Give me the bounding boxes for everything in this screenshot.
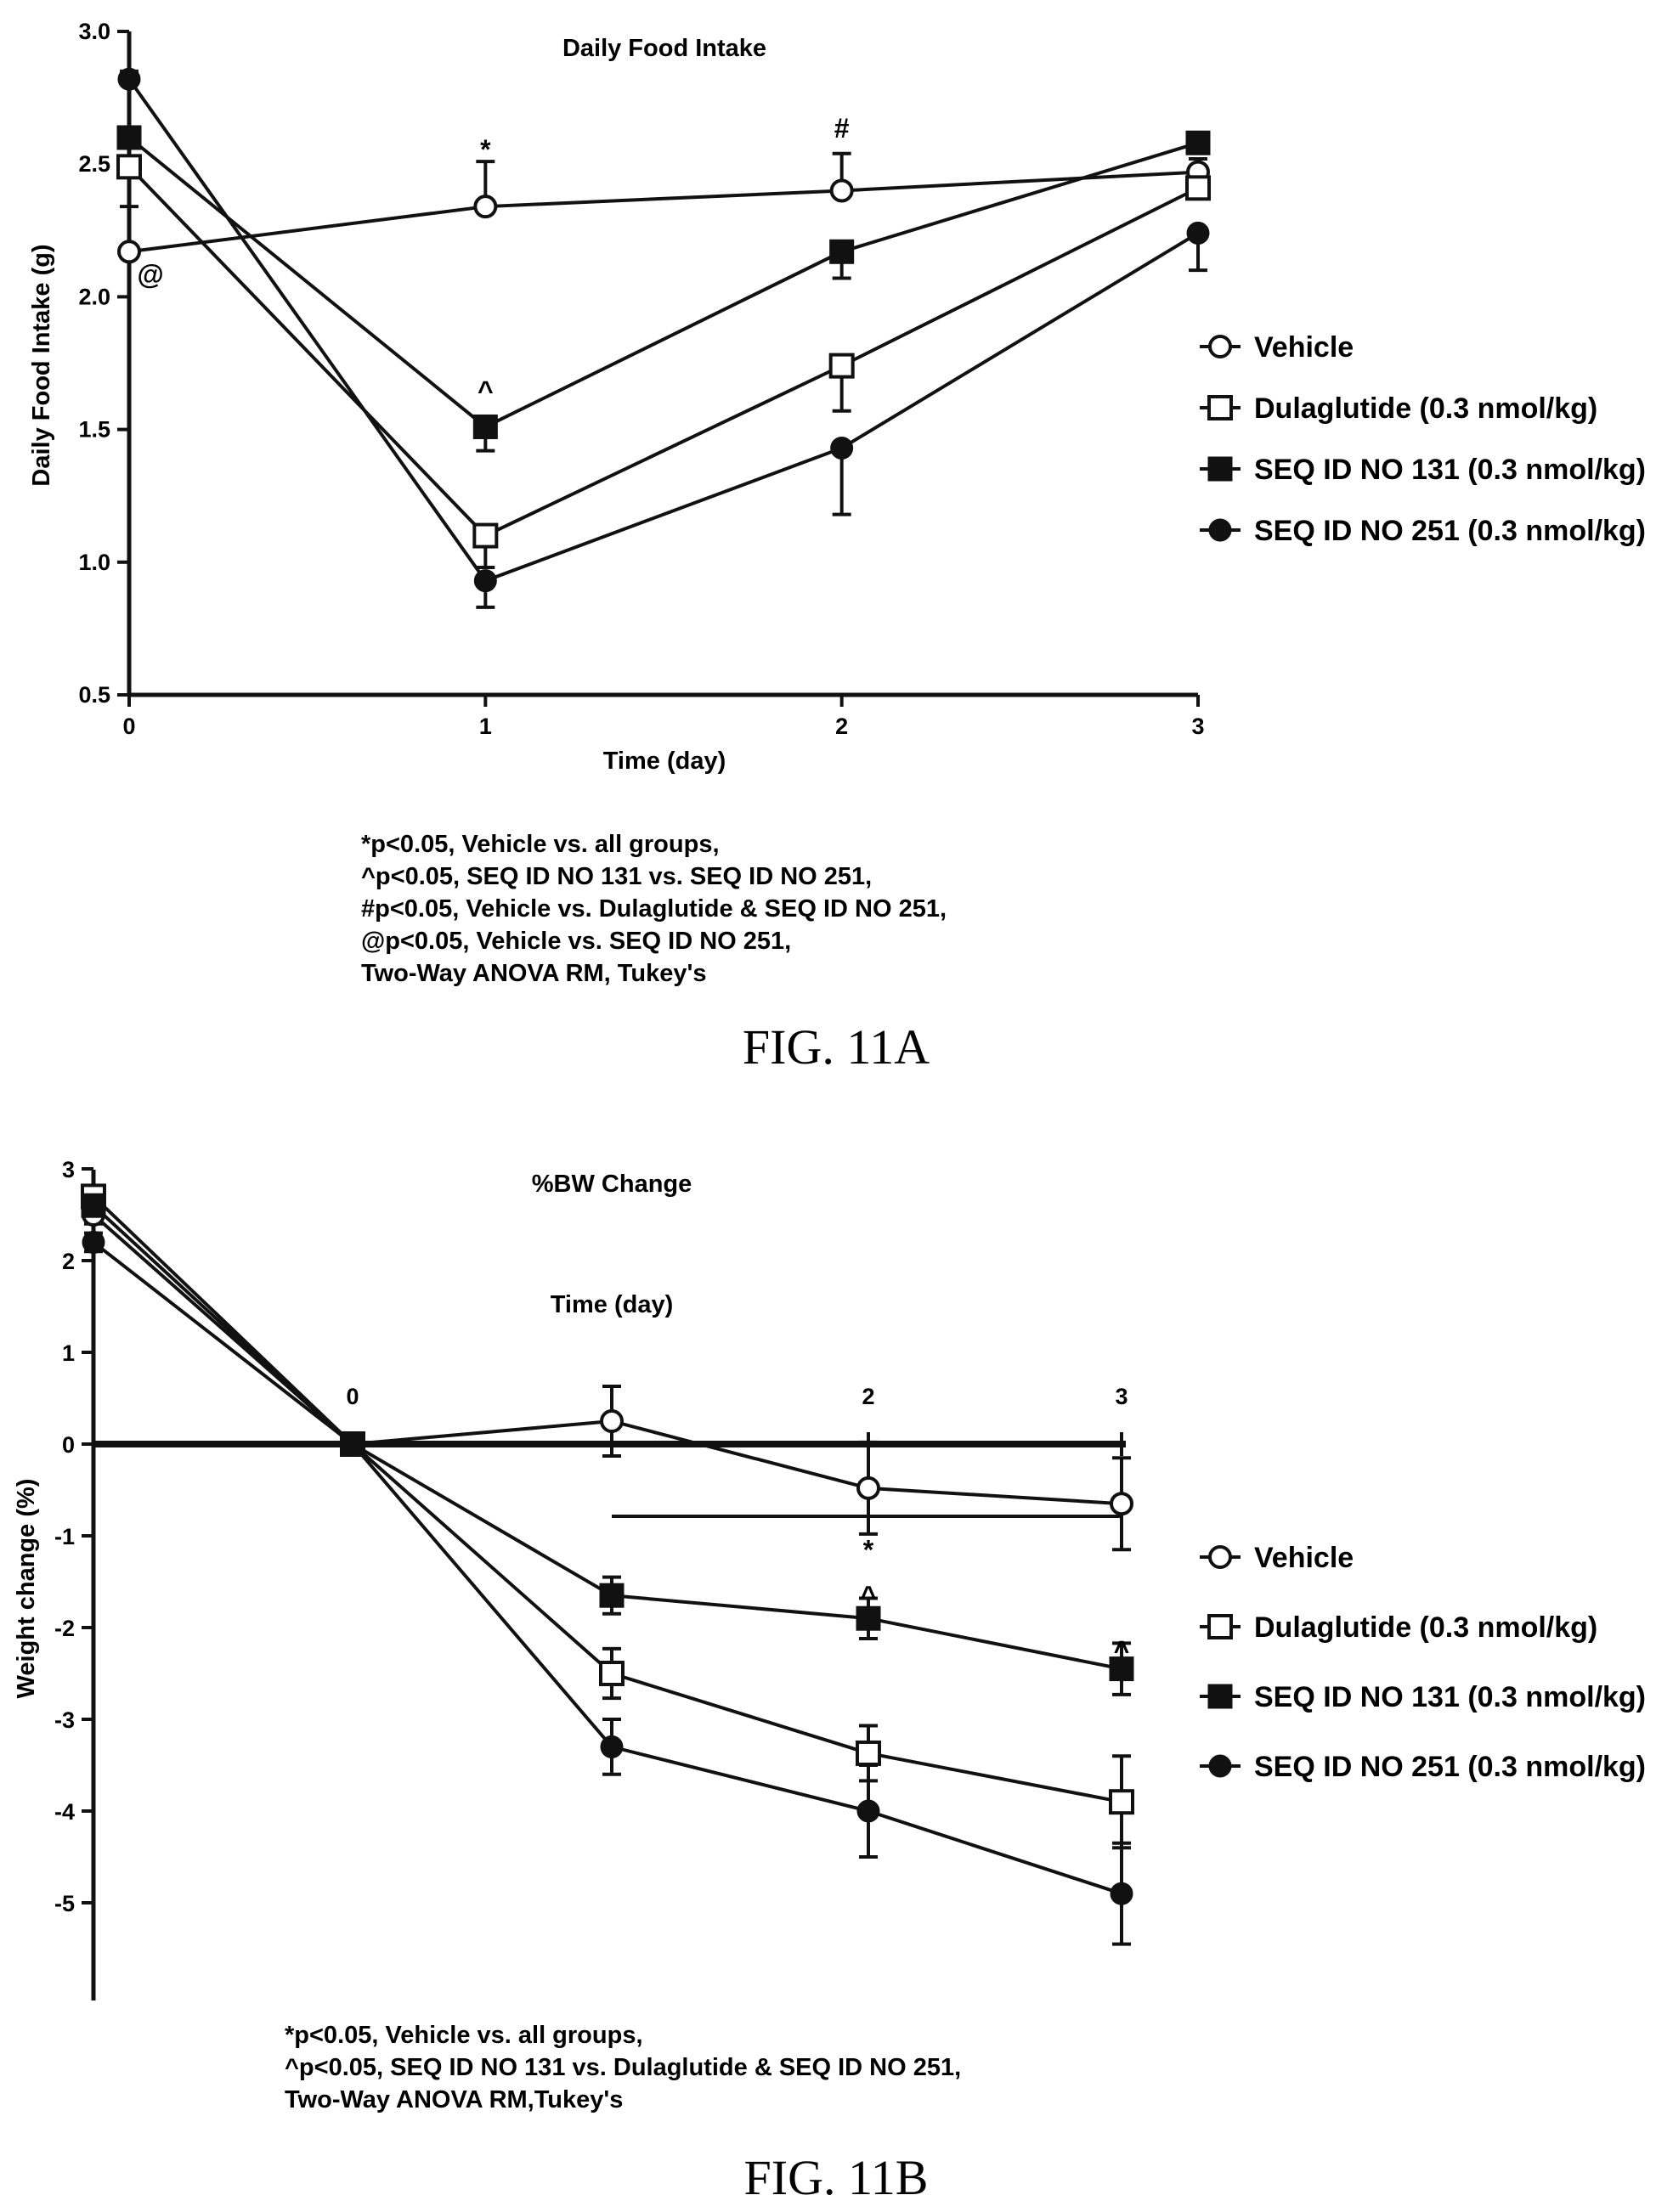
- a-data-point: [116, 154, 142, 180]
- a-series-line: [127, 78, 1200, 584]
- a-data-point: [473, 195, 498, 219]
- a-figure-caption: FIG. 11A: [743, 1019, 930, 1075]
- b-figure-caption: FIG. 11B: [744, 2150, 929, 2205]
- b-footnote: ^p<0.05, SEQ ID NO 131 vs. Dulaglutide &…: [285, 2054, 961, 2081]
- b-data-point: [600, 1409, 624, 1433]
- b-significance-mark: ^: [1114, 1635, 1130, 1666]
- b-y-tick-label: 3: [62, 1157, 75, 1182]
- b-data-point: [856, 1476, 880, 1500]
- b-data-point: [1109, 1656, 1134, 1682]
- a-legend-label: Dulaglutide (0.3 nmol/kg): [1254, 392, 1597, 425]
- a-y-tick-label: 0.5: [78, 682, 110, 708]
- b-series-line: [92, 1213, 1122, 1506]
- a-data-point: [829, 239, 855, 264]
- b-x-tick-label: 2: [862, 1384, 874, 1409]
- a-significance-mark: ^: [478, 375, 494, 406]
- a-y-tick-label: 2.0: [78, 284, 110, 309]
- b-y-tick-label: -2: [54, 1616, 75, 1641]
- a-chart-title: Daily Food Intake: [562, 35, 766, 62]
- b-legend-label: SEQ ID NO 131 (0.3 nmol/kg): [1254, 1681, 1646, 1713]
- b-legend-marker: [1207, 1614, 1233, 1639]
- a-data-point: [472, 522, 499, 549]
- a-significance-mark: *: [480, 134, 491, 165]
- b-data-point: [341, 1432, 365, 1456]
- b-legend-marker: [1208, 1754, 1232, 1778]
- b-series-line: [92, 1240, 1122, 1896]
- a-data-point: [116, 125, 142, 150]
- a-data-point: [829, 178, 854, 203]
- b-data-point: [856, 1799, 880, 1823]
- b-series-line: [92, 1194, 1122, 1804]
- a-x-tick-label: 0: [122, 714, 135, 739]
- a-footnote: ^p<0.05, SEQ ID NO 131 vs. SEQ ID NO 251…: [361, 863, 872, 890]
- b-data-point: [600, 1735, 624, 1758]
- a-data-point: [1185, 175, 1211, 201]
- b-data-point: [1109, 1789, 1134, 1815]
- a-legend-marker: [1207, 395, 1233, 420]
- b-legend-label: Vehicle: [1254, 1542, 1354, 1574]
- a-legend-label: SEQ ID NO 131 (0.3 nmol/kg): [1254, 454, 1646, 486]
- a-significance-mark: #: [834, 113, 850, 144]
- b-data-point: [599, 1661, 625, 1686]
- b-data-point: [599, 1583, 625, 1608]
- a-data-point: [1186, 221, 1210, 245]
- b-y-axis-label: Weight change (%): [13, 1479, 40, 1699]
- a-y-axis-label: Daily Food Intake (g): [28, 244, 55, 486]
- a-data-point: [828, 353, 855, 379]
- a-data-point: [473, 569, 497, 593]
- b-data-point: [856, 1740, 881, 1766]
- b-y-tick-label: -1: [54, 1524, 75, 1549]
- a-footnote: *p<0.05, Vehicle vs. all groups,: [361, 831, 720, 858]
- b-chart-title: %BW Change: [532, 1171, 692, 1198]
- b-legend-label: SEQ ID NO 251 (0.3 nmol/kg): [1254, 1751, 1646, 1783]
- a-data-point: [472, 414, 498, 439]
- a-footnote: @p<0.05, Vehicle vs. SEQ ID NO 251,: [361, 928, 791, 955]
- b-data-point: [1110, 1492, 1133, 1516]
- b-y-tick-label: -3: [54, 1707, 75, 1733]
- a-x-tick-label: 1: [479, 714, 492, 739]
- b-x-tick-label: 0: [346, 1384, 359, 1409]
- b-legend-marker: [1208, 1545, 1232, 1569]
- a-legend-marker: [1207, 456, 1233, 482]
- a-data-point: [117, 67, 141, 91]
- b-x-axis-label: Time (day): [551, 1291, 674, 1318]
- a-x-axis-label: Time (day): [603, 748, 726, 775]
- b-y-tick-label: 2: [62, 1249, 75, 1274]
- b-y-tick-label: 0: [62, 1432, 75, 1458]
- a-series-line: [128, 170, 1199, 254]
- b-legend-label: Dulaglutide (0.3 nmol/kg): [1254, 1611, 1597, 1644]
- a-y-tick-label: 1.5: [78, 417, 110, 443]
- b-significance-mark: *: [863, 1534, 874, 1565]
- a-x-tick-label: 3: [1191, 714, 1204, 739]
- b-y-tick-label: -5: [54, 1891, 75, 1916]
- a-y-tick-label: 3.0: [78, 19, 110, 44]
- a-significance-mark: @: [138, 259, 164, 290]
- a-x-tick-label: 2: [835, 714, 848, 739]
- b-y-tick-label: -4: [54, 1799, 75, 1825]
- b-data-point: [82, 1230, 105, 1254]
- b-data-point: [856, 1605, 881, 1631]
- a-series-line: [127, 136, 1199, 429]
- a-y-tick-label: 1.0: [78, 550, 110, 575]
- a-series-line: [127, 165, 1199, 538]
- b-footnote: *p<0.05, Vehicle vs. all groups,: [285, 2022, 643, 2049]
- b-legend-marker: [1207, 1684, 1233, 1709]
- a-legend-label: SEQ ID NO 251 (0.3 nmol/kg): [1254, 515, 1646, 547]
- a-data-point: [1185, 130, 1211, 155]
- a-data-point: [117, 240, 141, 264]
- a-footnote: #p<0.05, Vehicle vs. Dulaglutide & SEQ I…: [361, 895, 947, 923]
- a-data-point: [830, 436, 854, 460]
- b-data-point: [81, 1193, 106, 1218]
- b-y-tick-label: 1: [62, 1340, 75, 1366]
- b-footnote: Two-Way ANOVA RM,Tukey's: [285, 2086, 623, 2113]
- a-y-tick-label: 2.5: [78, 151, 110, 177]
- a-legend-label: Vehicle: [1254, 331, 1354, 364]
- b-x-tick-label: 3: [1115, 1384, 1128, 1409]
- a-legend-marker: [1208, 335, 1232, 358]
- b-data-point: [1110, 1882, 1133, 1905]
- a-legend-marker: [1208, 518, 1232, 542]
- b-significance-mark: ^: [861, 1580, 877, 1611]
- a-footnote: Two-Way ANOVA RM, Tukey's: [361, 960, 706, 987]
